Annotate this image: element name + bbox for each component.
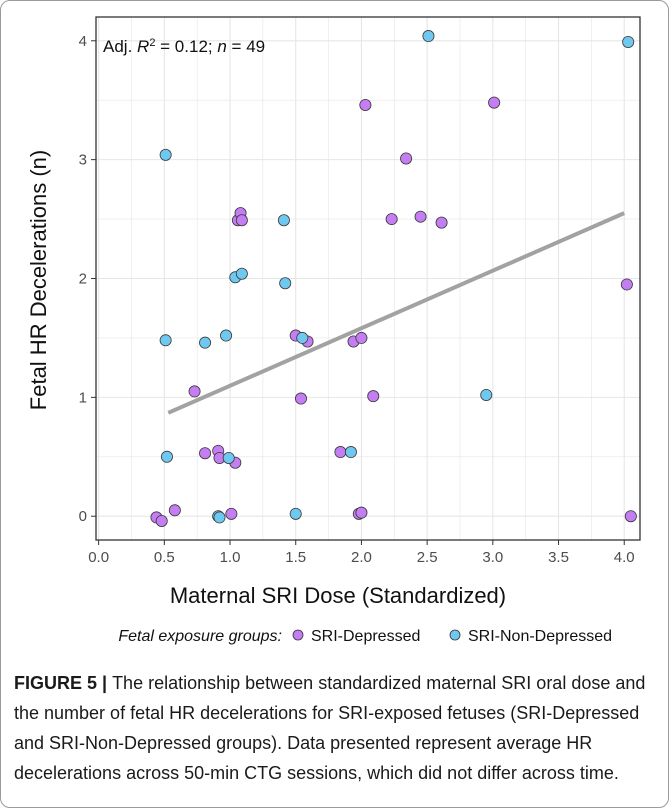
- data-point-sri-non-depressed: [480, 388, 493, 401]
- legend-label-sri-depressed: SRI-Depressed: [311, 628, 420, 645]
- y-tick-label: 4: [79, 33, 87, 50]
- grid-lines: [96, 17, 640, 540]
- data-point-sri-depressed: [488, 96, 501, 109]
- y-tick-label: 0: [79, 508, 87, 525]
- x-tick-label: 2.5: [417, 549, 438, 566]
- data-point-sri-depressed: [620, 278, 633, 291]
- legend-label-sri-non-depressed: SRI-Non-Depressed: [468, 628, 612, 645]
- data-point-sri-depressed: [435, 216, 448, 229]
- data-point-sri-depressed: [155, 514, 168, 527]
- x-tick-label: 3.0: [482, 549, 503, 566]
- x-tick-label: 2.0: [351, 549, 372, 566]
- data-point-sri-non-depressed: [220, 329, 233, 342]
- x-tick-label: 0.0: [88, 549, 109, 566]
- data-point-sri-non-depressed: [296, 331, 309, 344]
- data-point-sri-depressed: [294, 392, 307, 405]
- data-point-sri-non-depressed: [422, 30, 435, 43]
- regression-line: [167, 211, 626, 415]
- caption-text: The relationship between standardized ma…: [14, 673, 646, 783]
- y-tick-label: 2: [79, 271, 87, 288]
- legend-swatch-sri-depressed: [292, 629, 304, 641]
- data-point-sri-depressed: [367, 390, 380, 403]
- data-point-sri-non-depressed: [279, 277, 292, 290]
- data-point-sri-depressed: [225, 507, 238, 520]
- caption-label: FIGURE 5 |: [14, 673, 113, 693]
- y-tick-label: 1: [79, 389, 87, 406]
- data-point-sri-non-depressed: [160, 450, 173, 463]
- data-points: [150, 30, 637, 527]
- x-axis: 0.0 0.5 1.0 1.5 2.0 2.5 3.0 3.5 4.0: [88, 540, 635, 566]
- x-tick-label: 0.5: [154, 549, 175, 566]
- data-point-sri-non-depressed: [159, 334, 172, 347]
- y-tick-label: 3: [79, 152, 87, 169]
- data-point-sri-non-depressed: [277, 214, 290, 227]
- x-axis-label: Maternal SRI Dose (Standardized): [170, 583, 506, 608]
- y-axis-label: Fetal HR Decelerations (n): [26, 150, 51, 410]
- data-point-sri-depressed: [355, 331, 368, 344]
- data-point-sri-non-depressed: [344, 446, 357, 459]
- figure-caption: FIGURE 5 | The relationship between stan…: [14, 668, 654, 788]
- data-point-sri-depressed: [355, 506, 368, 519]
- data-point-sri-depressed: [199, 447, 212, 460]
- x-tick-label: 1.0: [220, 549, 241, 566]
- data-point-sri-depressed: [400, 152, 413, 165]
- data-point-sri-non-depressed: [622, 35, 635, 48]
- legend-swatch-sri-non-depressed: [449, 629, 461, 641]
- data-point-sri-depressed: [188, 385, 201, 398]
- regression-line-group: [167, 211, 626, 415]
- fit-annotation: Adj. R2 = 0.12; n = 49: [103, 37, 265, 56]
- y-axis: 0 1 2 3 4: [79, 33, 96, 525]
- data-point-sri-non-depressed: [199, 336, 212, 349]
- data-point-sri-depressed: [168, 504, 181, 517]
- data-point-sri-depressed: [414, 210, 427, 223]
- data-point-sri-non-depressed: [159, 148, 172, 161]
- x-tick-label: 4.0: [614, 549, 635, 566]
- legend-title: Fetal exposure groups:: [118, 628, 282, 645]
- legend: Fetal exposure groups: SRI-Depressed SRI…: [118, 628, 612, 645]
- x-tick-label: 3.5: [548, 549, 569, 566]
- x-tick-label: 1.5: [285, 549, 306, 566]
- data-point-sri-depressed: [385, 213, 398, 226]
- data-point-sri-depressed: [334, 446, 347, 459]
- data-point-sri-non-depressed: [213, 511, 226, 524]
- data-point-sri-depressed: [235, 214, 248, 227]
- data-point-sri-non-depressed: [235, 267, 248, 280]
- data-point-sri-depressed: [359, 98, 372, 111]
- data-point-sri-non-depressed: [289, 507, 302, 520]
- data-point-sri-depressed: [624, 510, 637, 523]
- scatter-chart: 0.0 0.5 1.0 1.5 2.0 2.5 3.0 3.5 4.0 0 1 2 3 4 Adj. R…: [26, 16, 641, 645]
- data-point-sri-non-depressed: [222, 451, 235, 464]
